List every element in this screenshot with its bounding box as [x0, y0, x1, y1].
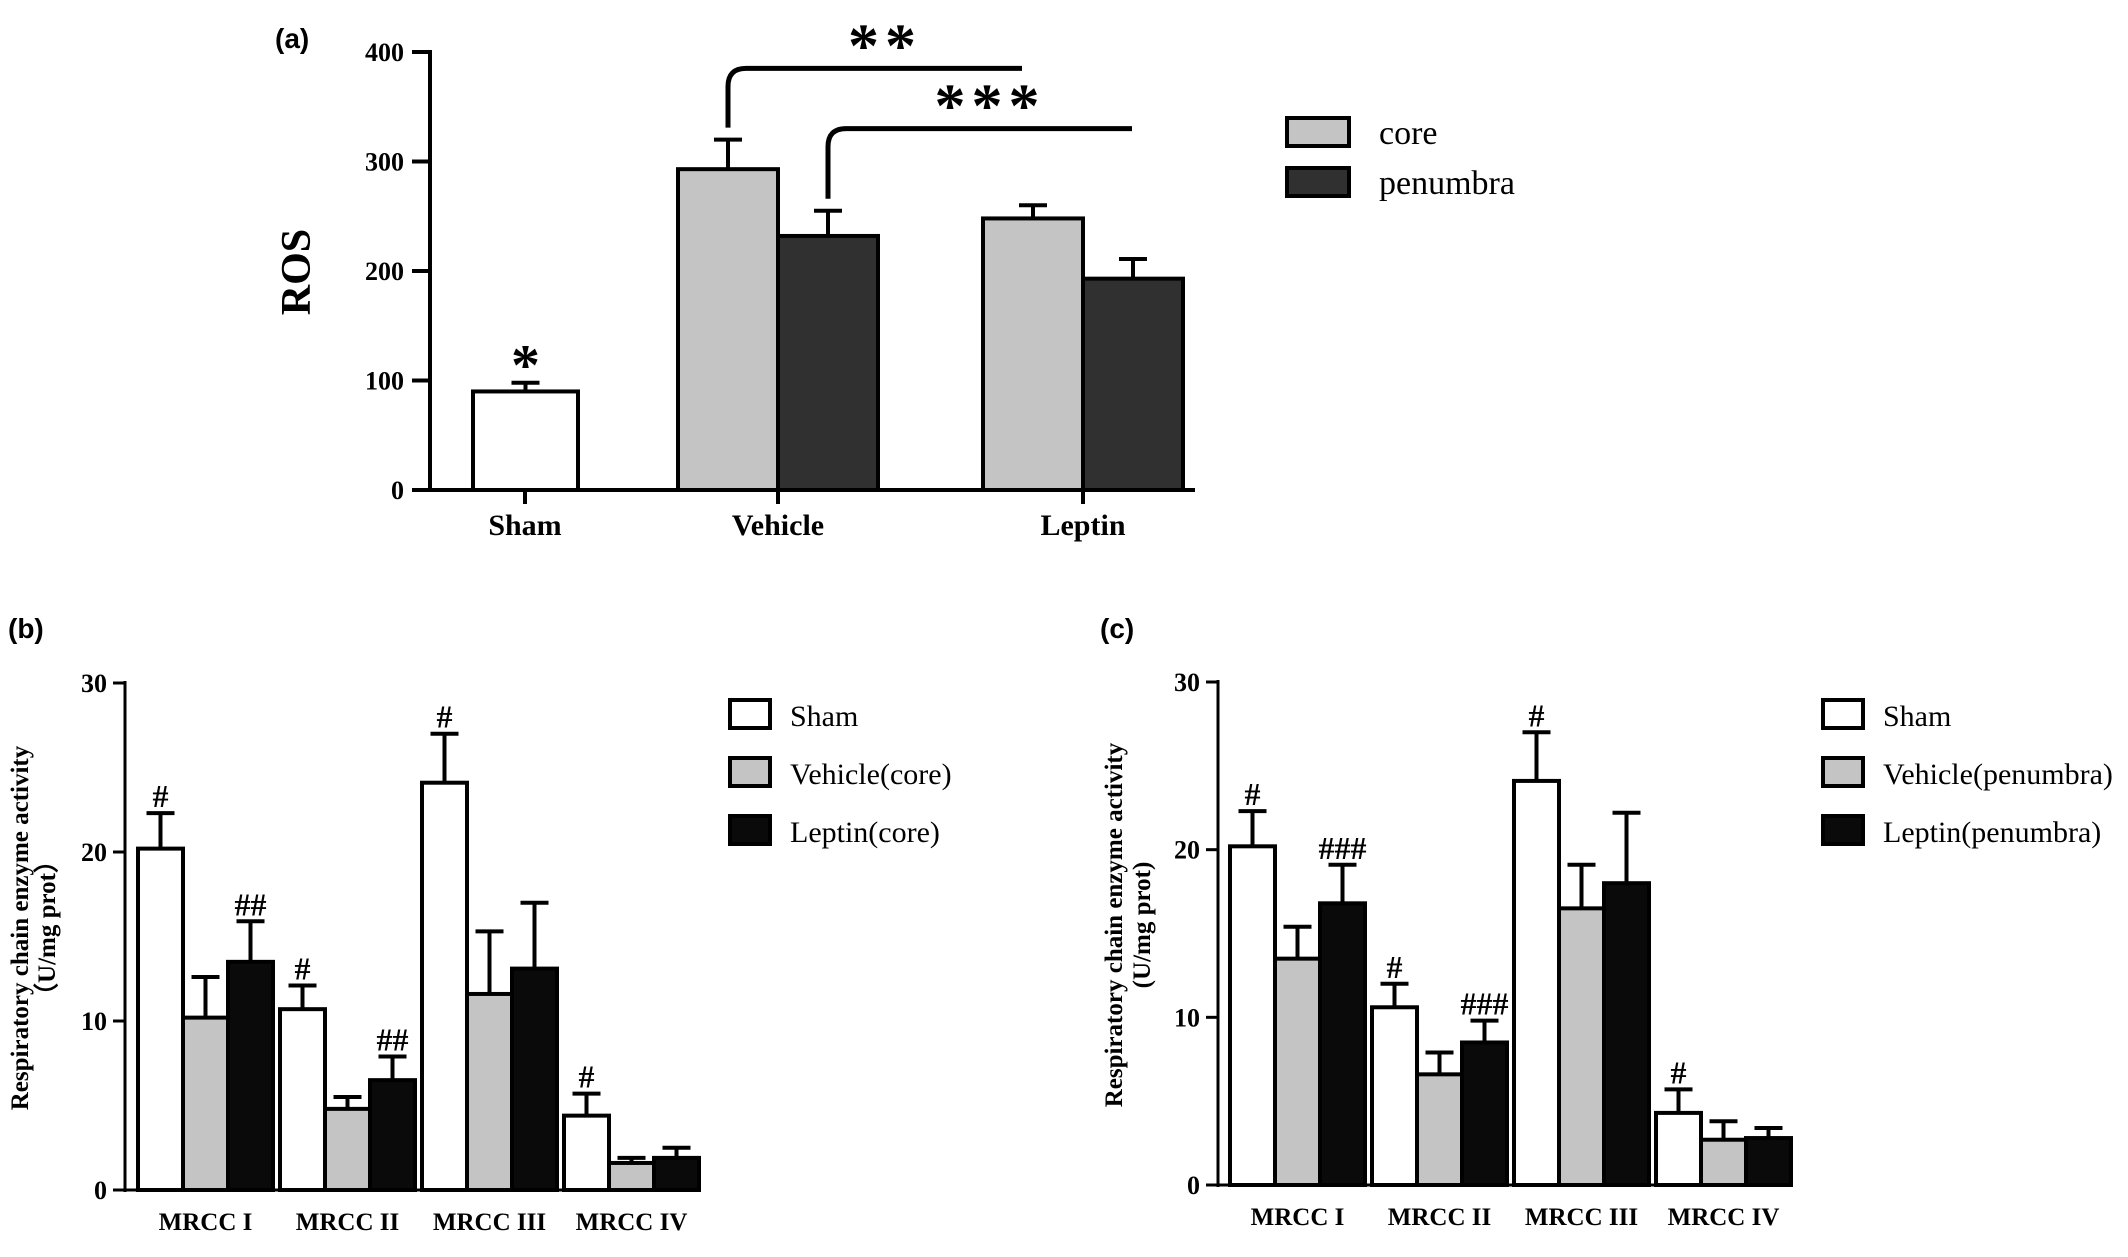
panel-c-significance-mark: ### — [1461, 986, 1509, 1022]
panel-a-ytick-label: 200 — [365, 257, 404, 286]
panel-c-bar — [1415, 1072, 1464, 1187]
panel-a-category-label: Vehicle — [732, 509, 824, 542]
panel-c-y-axis-title: Respiratory chain enzyme activity — [1101, 742, 1128, 1107]
panel-b-legend-swatch — [728, 814, 772, 846]
panel-c-bar — [1370, 1005, 1419, 1187]
panel-c-bar — [1228, 844, 1277, 1188]
panel-c-legend-swatch — [1821, 814, 1865, 846]
panel-a-bracket-label: *** — [935, 73, 1046, 141]
panel-b-label: (b) — [8, 613, 44, 644]
panel-c: (c) 0 10 20 30 Respiratory chain enzyme activ… — [1100, 613, 2113, 1231]
panel-c-category-label: MRCC III — [1525, 1204, 1638, 1231]
panel-c-ytick-label: 0 — [1187, 1171, 1200, 1200]
panel-b-bar — [420, 780, 469, 1193]
panel-c-significance-mark: # — [1529, 697, 1545, 733]
panel-a-legend-swatch — [1285, 116, 1351, 148]
panel-a-ytick-label: 100 — [365, 367, 404, 396]
panel-b-significance-mark: ## — [377, 1021, 409, 1057]
panel-a-ytick-label: 300 — [365, 148, 404, 177]
panel-c-category-label: MRCC IV — [1668, 1204, 1780, 1231]
panel-b-bar — [465, 991, 514, 1193]
panel-b: (b) 0 10 20 30 Respiratory chain enzyme activ… — [7, 613, 952, 1236]
panel-a-bar-sham — [471, 389, 580, 493]
panel-b-bar — [652, 1155, 701, 1193]
panel-a-bar-vehicle-core — [676, 167, 780, 492]
panel-b-legend-label: Leptin(core) — [790, 816, 940, 849]
panel-c-bar — [1512, 778, 1561, 1187]
panel-c-legend-swatch — [1821, 698, 1865, 730]
panel-a-bar-vehicle-penumbra — [776, 233, 880, 492]
panel-b-significance-mark: # — [437, 699, 453, 735]
panel-b-bar — [562, 1113, 611, 1193]
panel-a-category-label: Leptin — [1040, 509, 1125, 542]
panel-a-significance-mark: * — [511, 333, 540, 398]
panel-b-category-label: MRCC I — [159, 1209, 253, 1236]
panel-b-significance-mark: ## — [235, 886, 267, 922]
panel-c-legend-label: Sham — [1883, 700, 1951, 733]
panel-b-ytick-label: 10 — [81, 1007, 107, 1036]
panel-b-bar — [323, 1106, 372, 1193]
panel-b-category-label: MRCC II — [296, 1209, 399, 1236]
panel-c-bar — [1318, 901, 1367, 1187]
panel-a-legend-label: core — [1379, 115, 1438, 152]
panel-b-bar — [510, 966, 559, 1192]
panel-b-ytick-label: 30 — [81, 669, 107, 698]
panel-b-significance-mark: # — [153, 778, 169, 814]
panel-b-legend-label: Sham — [790, 700, 858, 733]
panel-c-significance-mark: # — [1671, 1054, 1687, 1090]
panel-c-significance-mark: # — [1245, 776, 1261, 812]
panel-c-bar — [1654, 1110, 1703, 1187]
panel-c-legend-swatch — [1821, 756, 1865, 788]
panel-b-legend-swatch — [728, 698, 772, 730]
panel-c-ytick-label: 10 — [1174, 1003, 1200, 1032]
panel-c-category-label: MRCC I — [1251, 1204, 1345, 1231]
panel-b-significance-mark: # — [579, 1059, 595, 1095]
panel-c-legend-label: Vehicle(penumbra) — [1883, 758, 2113, 791]
panel-b-ytick-label: 0 — [94, 1176, 107, 1205]
panel-c-ytick-label: 30 — [1174, 668, 1200, 697]
panel-b-category-label: MRCC III — [433, 1209, 546, 1236]
panel-b-y-axis-title: Respiratory chain enzyme activity — [7, 745, 34, 1110]
panel-c-legend-label: Leptin(penumbra) — [1883, 816, 2101, 849]
panel-a-ytick-label: 0 — [391, 476, 404, 505]
panel-a-label: (a) — [275, 23, 309, 54]
panel-b-ytick-label: 20 — [81, 838, 107, 867]
panel-b-bar — [607, 1160, 656, 1192]
panel-a-y-axis-title: ROS — [274, 229, 320, 315]
panel-a-bracket — [725, 65, 1022, 128]
panel-a-bar-leptin-penumbra — [1081, 276, 1185, 493]
panel-c-ytick-label: 20 — [1174, 836, 1200, 865]
panel-b-legend-swatch — [728, 756, 772, 788]
panel-c-bar — [1460, 1040, 1509, 1187]
panel-c-bar — [1602, 881, 1651, 1187]
panel-a-legend-label: penumbra — [1379, 165, 1515, 202]
panel-b-category-label: MRCC IV — [576, 1209, 688, 1236]
panel-a-category-label: Sham — [488, 509, 561, 542]
panel-b-significance-mark: # — [295, 951, 311, 987]
panel-c-y-axis-unit: (U/mg prot) — [1129, 862, 1156, 989]
panel-c-category-label: MRCC II — [1388, 1204, 1491, 1231]
panel-c-bar — [1557, 906, 1606, 1187]
panel-c-significance-mark: # — [1387, 949, 1403, 985]
panel-c-label: (c) — [1100, 613, 1134, 644]
panel-b-y-axis-unit: （U/mg prot） — [32, 848, 61, 1008]
panel-b-bar — [278, 1007, 327, 1192]
panel-c-significance-mark: ### — [1319, 830, 1367, 866]
panel-b-bar — [181, 1015, 230, 1192]
panel-b-bar — [226, 959, 275, 1192]
panel-a-bracket — [825, 126, 1132, 199]
panel-a-legend-swatch — [1285, 166, 1351, 198]
panel-c-bar — [1744, 1136, 1793, 1188]
panel-a-ytick-label: 400 — [365, 38, 404, 67]
panel-c-bar — [1273, 956, 1322, 1188]
panel-c-bar — [1699, 1137, 1748, 1187]
panel-a-bar-leptin-core — [981, 216, 1085, 492]
panel-a-bracket-label: ** — [848, 12, 922, 80]
panel-b-legend-label: Vehicle(core) — [790, 758, 952, 791]
panel-b-bar — [368, 1078, 417, 1193]
panel-b-bar — [136, 846, 185, 1192]
